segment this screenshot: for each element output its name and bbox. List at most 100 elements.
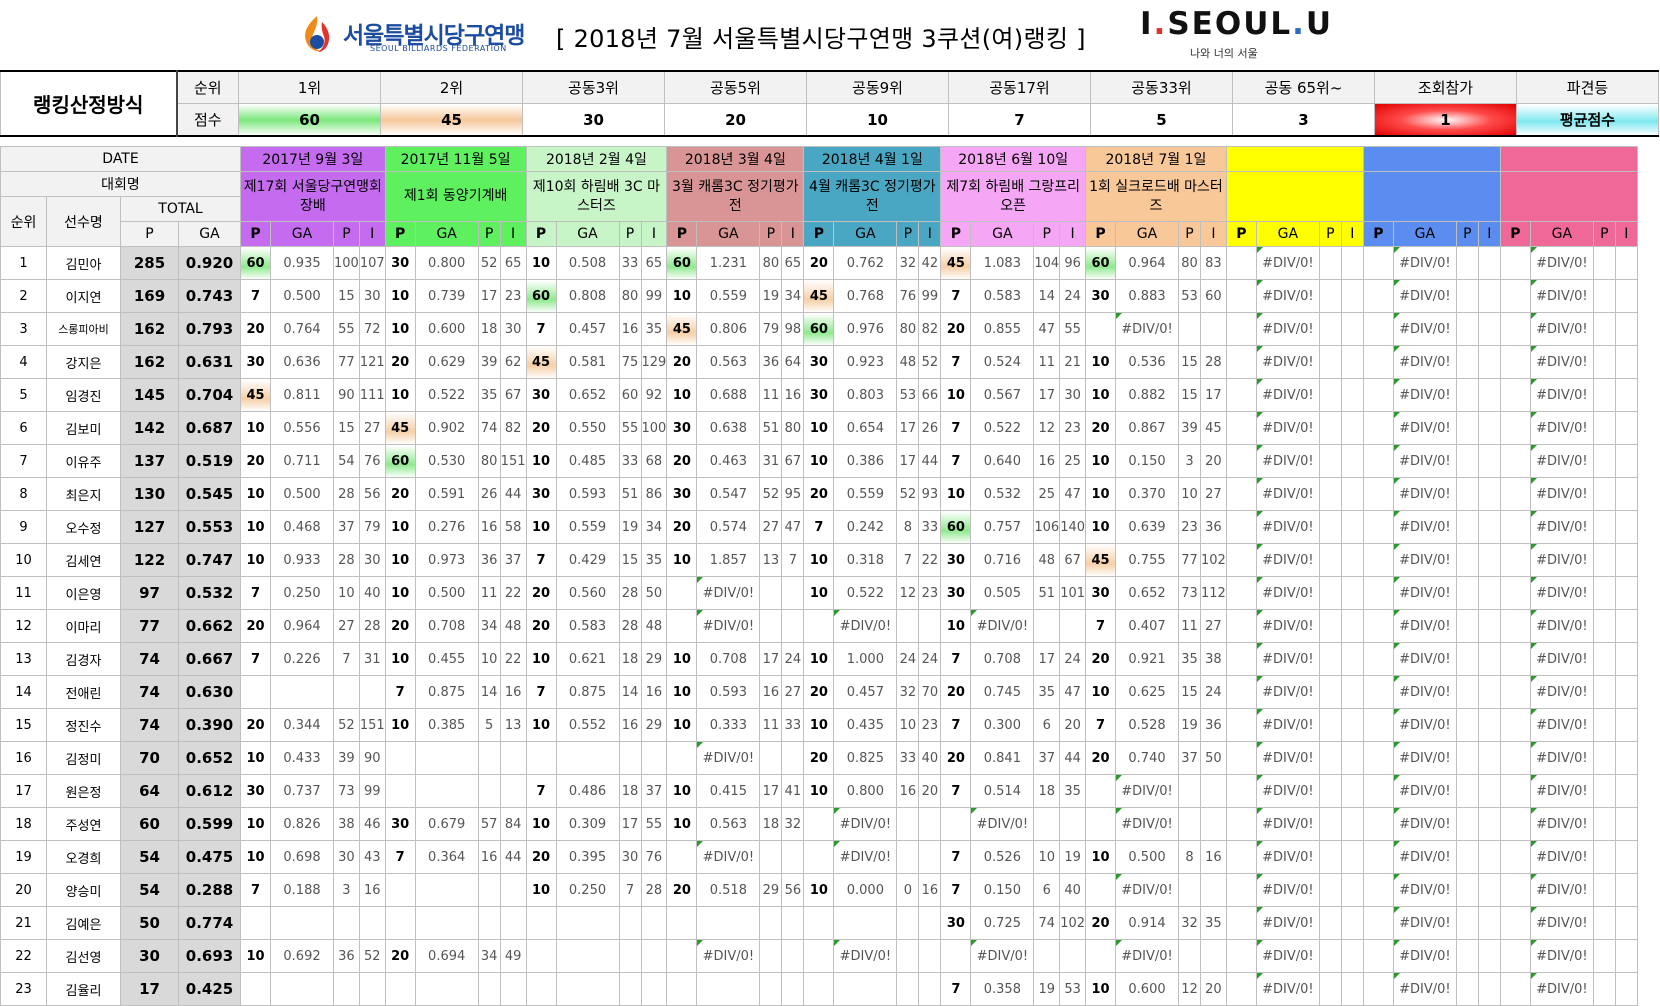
event-date: 2017년 11월 5일 [384, 146, 527, 172]
event-ga: 0.591 [414, 477, 479, 511]
event-ga: 0.524 [970, 345, 1035, 379]
event-innings [358, 972, 386, 1006]
event-ga: 0.407 [1115, 609, 1180, 643]
event-points [666, 906, 698, 940]
event-innings: 48 [640, 609, 668, 643]
event-innings: 65 [781, 246, 805, 280]
event-innings: 55 [640, 807, 668, 841]
event-score [477, 906, 501, 940]
event-points: 10 [384, 378, 416, 412]
event-ga: 0.559 [555, 510, 620, 544]
event-innings: 79 [358, 510, 386, 544]
event-score [1318, 642, 1342, 676]
comment-marker-icon [1116, 874, 1123, 880]
event-points: 30 [240, 345, 271, 379]
player-total-ga: 0.743 [178, 279, 241, 313]
event-score: 17 [896, 444, 920, 478]
event-innings: 93 [918, 477, 942, 511]
event-points [1225, 972, 1257, 1006]
event-score [1455, 972, 1479, 1006]
event-points [1499, 873, 1531, 907]
player-rank: 16 [0, 741, 47, 775]
event-points [1499, 411, 1531, 445]
player-rank: 8 [0, 477, 47, 511]
comment-marker-icon [1257, 742, 1263, 748]
event-points [1499, 345, 1531, 379]
event-ga-error: #DIV/0! [970, 807, 1035, 841]
event-innings: 16 [640, 675, 668, 709]
player-row: 8 최은지 130 0.545 10 0.500 28 56 20 0.591 26 44 30 0.59… [0, 477, 1638, 511]
event-points: 7 [384, 840, 416, 874]
event-points: 7 [940, 279, 972, 313]
event-innings [1340, 312, 1364, 346]
event-score: 35 [477, 378, 501, 412]
event-points [1499, 510, 1531, 544]
event-points: 7 [940, 972, 972, 1006]
event-ga: 0.964 [270, 609, 334, 643]
event-ga [414, 774, 479, 808]
event-score [896, 840, 920, 874]
event-p-header: P [1225, 221, 1257, 247]
event-ga: 0.600 [414, 312, 479, 346]
player-row: 2 이지연 169 0.743 7 0.500 15 30 10 0.739 17 23 60 0.808… [0, 279, 1638, 313]
comment-marker-icon [1257, 379, 1263, 385]
player-row: 21 김예은 50 0.774 30 0.725 74 102 20 0.914 32 35 #DIV/… [0, 906, 1638, 940]
player-row: 11 이은영 97 0.532 7 0.250 10 40 10 0.500 11 22 20 0.560… [0, 576, 1638, 610]
event-score: 15 [333, 411, 360, 445]
event-ga-error: #DIV/0! [1392, 939, 1457, 973]
comment-marker-icon [1394, 610, 1400, 616]
player-total-points: 60 [120, 807, 179, 841]
event-innings [1200, 312, 1227, 346]
event-score [896, 972, 920, 1006]
event-date [1225, 146, 1364, 172]
event-score [1592, 411, 1616, 445]
page-header: 서울특별시당구연맹 SEOUL BILLIARDS FEDERATION [ 2… [0, 0, 1660, 66]
player-total-points: 54 [120, 840, 179, 874]
event-innings [1477, 840, 1501, 874]
event-innings [499, 741, 527, 775]
event-points: 20 [384, 477, 416, 511]
event-innings: 47 [1059, 477, 1087, 511]
comment-marker-icon [1531, 478, 1537, 484]
event-ga: 0.574 [696, 510, 761, 544]
event-ga-error: #DIV/0! [1392, 642, 1457, 676]
event-points: 10 [666, 807, 698, 841]
event-innings [1614, 576, 1638, 610]
comment-marker-icon [1394, 874, 1400, 880]
event-points [1225, 675, 1257, 709]
event-score [1318, 378, 1342, 412]
event-innings: 42 [918, 246, 942, 280]
event-score: 80 [618, 279, 642, 313]
event-score: 17 [477, 279, 501, 313]
event-innings: 83 [1200, 246, 1227, 280]
event-points: 10 [666, 675, 698, 709]
event-innings: 13 [499, 708, 527, 742]
event-innings [1477, 807, 1501, 841]
event-points: 10 [1085, 510, 1117, 544]
event-innings [1477, 774, 1501, 808]
event-points: 7 [940, 345, 972, 379]
event-points: 30 [940, 543, 972, 577]
event-score: 28 [333, 543, 360, 577]
event-points: 20 [240, 312, 271, 346]
event-points: 7 [525, 774, 557, 808]
event-points: 10 [666, 708, 698, 742]
player-row: 4 강지은 162 0.631 30 0.636 77 121 20 0.629 39 62 45 0.5… [0, 345, 1638, 379]
event-score [1178, 774, 1202, 808]
event-score: 37 [1033, 741, 1061, 775]
event-points [1362, 873, 1394, 907]
event-points [384, 906, 416, 940]
player-name: 이지연 [46, 279, 121, 313]
event-points: 7 [940, 642, 972, 676]
total-header-row: 순위 선수명 TOTAL [0, 196, 1638, 247]
event-innings: 50 [1200, 741, 1227, 775]
event-ga: 0.757 [970, 510, 1035, 544]
event-innings-header: I [1340, 221, 1364, 247]
player-total-points: 169 [120, 279, 179, 313]
event-innings: 24 [1059, 279, 1087, 313]
event-score [1455, 345, 1479, 379]
event-innings [781, 972, 805, 1006]
event-score [477, 774, 501, 808]
event-points: 20 [803, 675, 835, 709]
event-innings: 50 [640, 576, 668, 610]
